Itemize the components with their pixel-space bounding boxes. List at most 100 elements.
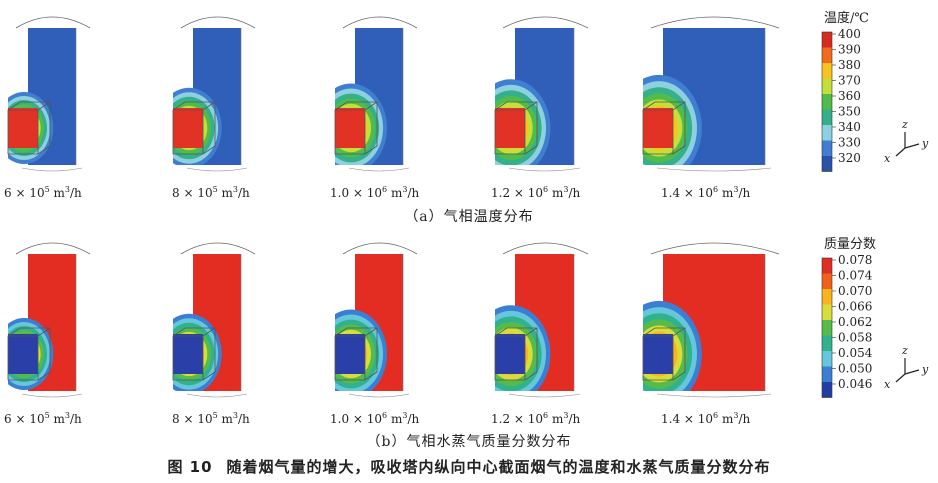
legend-swatch	[822, 304, 832, 320]
flow-rate-label-1: 6 × 105 m3/h	[4, 185, 82, 200]
axis-triad-a: zy x	[884, 118, 929, 165]
flow-rate-label-3: 1.0 × 106 m3/h	[330, 411, 419, 426]
flow-rate-label-3: 1.0 × 106 m3/h	[330, 185, 419, 200]
inlet-core-left	[335, 108, 355, 148]
axis-x-label: x	[884, 378, 891, 391]
legend-tick-label: 390	[838, 43, 861, 57]
tower-section-2	[133, 242, 261, 431]
inlet-duct-outline	[494, 327, 538, 381]
legend-swatch	[822, 382, 832, 398]
flow-rate-label-1: 6 × 105 m3/h	[4, 411, 82, 426]
figure-caption-text: 随着烟气量的增大，吸收塔内纵向中心截面烟气的温度和水蒸气质量分数分布	[226, 458, 771, 476]
inlet-duct-outline	[334, 327, 378, 381]
inlet-core-left	[173, 108, 193, 148]
tower-top-outline	[650, 242, 780, 255]
inlet-duct-outline	[172, 101, 216, 155]
axis-y-label: y	[921, 363, 929, 376]
legend-tick-label: 0.074	[838, 269, 873, 283]
axis-triad-b: zy x	[884, 344, 929, 391]
legend-swatch	[822, 351, 832, 367]
legend-tick-label: 0.054	[838, 346, 873, 360]
inlet-duct-outline	[642, 327, 686, 381]
legend-swatch	[822, 109, 832, 125]
legend-swatch	[822, 140, 832, 156]
subcaption-b: （b）气相水蒸气质量分数分布	[366, 434, 572, 450]
axis-x-label: x	[884, 152, 891, 165]
subcaption-a: （a）气相温度分布	[404, 209, 534, 225]
tower-top-outline	[650, 16, 780, 29]
legend-tick-label: 0.070	[838, 284, 872, 298]
axis-z-label: z	[901, 118, 908, 131]
legend-tick-label: 370	[838, 74, 861, 88]
flow-rate-label-5: 1.4 × 106 m3/h	[661, 185, 750, 200]
tower-section-4	[455, 16, 594, 205]
legend-title: 温度/℃	[824, 10, 869, 26]
legend-tick-label: 400	[838, 27, 861, 41]
tower-section-2	[133, 16, 261, 205]
vapor-fraction-distribution-panel: 6 × 105 m3/h 8 × 105 m3/h 1.0 × 106 m3/h 1.…	[0, 237, 929, 431]
tower-section-4	[455, 242, 594, 431]
legend-tick-label: 0.046	[838, 377, 872, 391]
inlet-core-left	[495, 334, 515, 374]
legend-tick-label: 320	[838, 151, 861, 165]
tower-section-5	[603, 242, 785, 431]
axis-y-label: y	[921, 137, 929, 150]
legend-swatch	[822, 94, 832, 110]
inlet-core-left	[8, 108, 28, 148]
flow-rate-label-5: 1.4 × 106 m3/h	[661, 411, 750, 426]
temperature-distribution-panel: 6 × 105 m3/h 8 × 105 m3/h 1.0 × 106 m3/h 1.…	[0, 10, 929, 205]
legend-swatch	[822, 125, 832, 141]
legend-tick-label: 0.078	[838, 253, 872, 267]
flow-rate-label-4: 1.2 × 106 m3/h	[491, 411, 580, 426]
inlet-core-left	[495, 108, 515, 148]
legend-tick-label: 0.062	[838, 315, 872, 329]
tower-top-outline	[15, 242, 91, 255]
tower-section-3	[295, 16, 423, 205]
legend-swatch	[822, 273, 832, 289]
legend-swatch	[822, 258, 832, 274]
axis-z-label: z	[901, 344, 908, 357]
legend-tick-label: 360	[838, 89, 861, 103]
legend-swatch	[822, 32, 832, 48]
tower-top-outline	[342, 16, 418, 29]
legend-swatch	[822, 63, 832, 79]
tower-top-outline	[502, 242, 589, 255]
legend-tick-label: 0.050	[838, 362, 872, 376]
inlet-core-left	[335, 334, 355, 374]
tower-top-outline	[502, 16, 589, 29]
legend-tick-label: 380	[838, 58, 861, 72]
inlet-core-left	[173, 334, 193, 374]
flow-rate-label-2: 8 × 105 m3/h	[172, 411, 250, 426]
inlet-duct-outline	[172, 327, 216, 381]
figure-caption: 图 10 随着烟气量的增大，吸收塔内纵向中心截面烟气的温度和水蒸气质量分数分布	[0, 456, 938, 477]
legend-tick-label: 330	[838, 136, 861, 150]
inlet-duct-outline	[642, 101, 686, 155]
legend-tick-label: 350	[838, 105, 861, 119]
legend-swatch	[822, 335, 832, 351]
legend-swatch	[822, 320, 832, 336]
inlet-core-left	[643, 334, 663, 374]
inlet-duct-outline	[494, 101, 538, 155]
inlet-core-left	[8, 334, 28, 374]
legend-swatch	[822, 78, 832, 94]
tower-top-outline	[342, 242, 418, 255]
inlet-duct-outline	[7, 327, 51, 381]
inlet-duct-outline	[7, 101, 51, 155]
tower-section-1	[0, 16, 96, 205]
tower-top-outline	[180, 242, 256, 255]
flow-rate-label-2: 8 × 105 m3/h	[172, 185, 250, 200]
tower-section-5	[603, 16, 785, 205]
flow-rate-label-4: 1.2 × 106 m3/h	[491, 185, 580, 200]
legend-swatch	[822, 366, 832, 382]
legend-swatch	[822, 289, 832, 305]
legend-swatch	[822, 156, 832, 172]
legend-tick-label: 0.058	[838, 331, 872, 345]
tower-top-outline	[15, 16, 91, 29]
legend-tick-label: 0.066	[838, 300, 872, 314]
legend-swatch	[822, 47, 832, 63]
inlet-duct-outline	[334, 101, 378, 155]
figure-number: 图 10	[167, 458, 213, 476]
inlet-core-left	[643, 108, 663, 148]
